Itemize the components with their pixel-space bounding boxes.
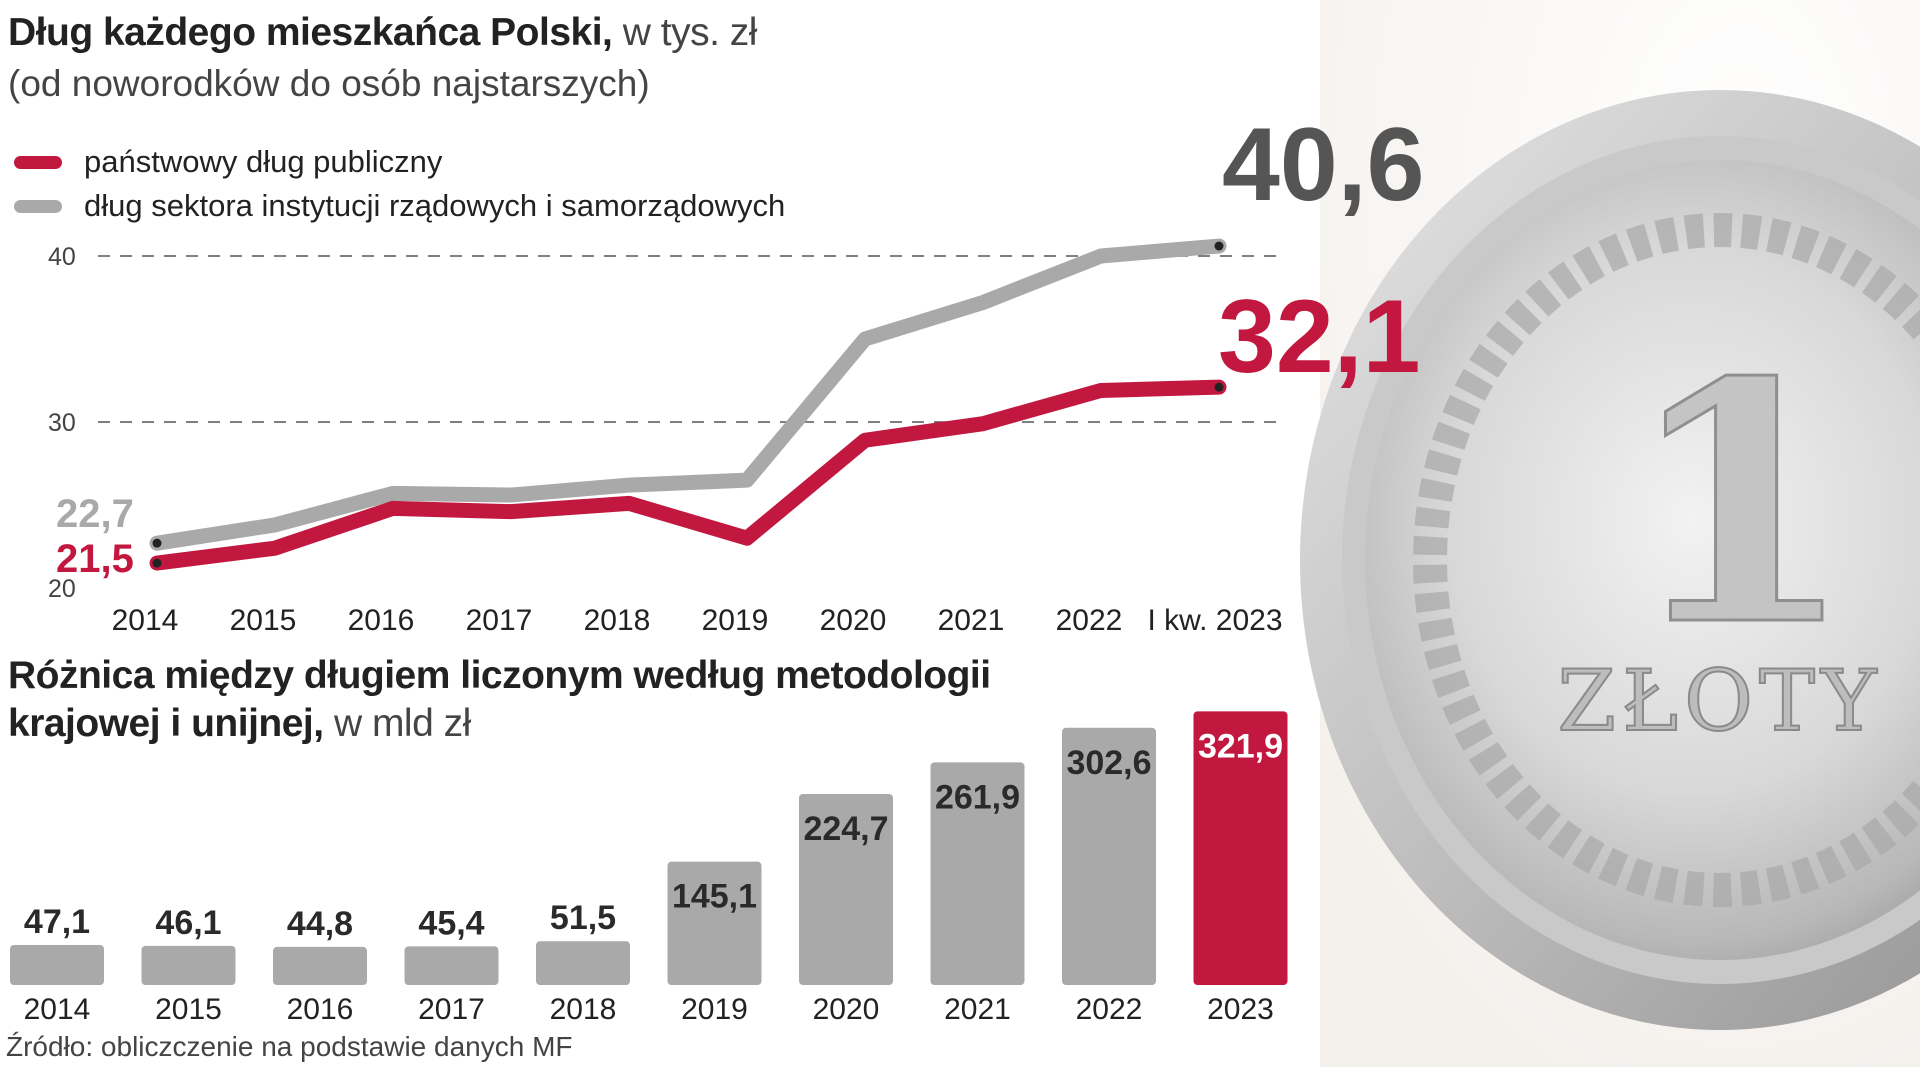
x-tick-label: 2019 — [702, 604, 769, 637]
data-point-marker — [1214, 382, 1224, 392]
end-value-label-gray: 40,6 — [1222, 107, 1424, 223]
coin-wreath — [1413, 213, 1920, 907]
data-point-marker — [152, 558, 162, 568]
x-tick-label: 2020 — [820, 604, 887, 637]
bar — [799, 794, 893, 985]
bar — [273, 946, 367, 985]
coin-lettering: ZŁOTY — [1558, 652, 1883, 750]
legend-label: państwowy dług publiczny — [84, 144, 443, 179]
legend: państwowy dług publiczny dług sektora in… — [14, 140, 785, 228]
y-tick-label: 20 — [48, 575, 76, 603]
bar-category-label: 2017 — [418, 993, 485, 1026]
bar — [404, 946, 499, 985]
title-unit: w tys. zł — [622, 11, 758, 54]
bar-title-bold: krajowej i unijnej, — [8, 702, 324, 745]
bar — [1193, 711, 1288, 985]
line-chart: 20 30 40 2014 2015 2016 2017 2018 2019 2020 2021 20… — [48, 107, 1424, 637]
legend-item-public-debt: państwowy dług publiczny — [14, 140, 785, 184]
y-tick-label: 40 — [48, 243, 76, 271]
start-value-label-red: 21,5 — [56, 537, 134, 581]
page-title: Dług każdego mieszkańca Polski, w tys. z… — [8, 10, 757, 56]
bar — [141, 945, 236, 985]
legend-swatch-gray — [14, 199, 62, 213]
bar-chart-title: Różnica między długiem liczonym według m… — [8, 652, 991, 748]
x-tick-label: 2015 — [230, 604, 297, 637]
bar-chart: 47,1 2014 46,1 2015 44,8 2016 45,4 2017 51,5 2018… — [10, 711, 1288, 1026]
legend-item-government-debt: dług sektora instytucji rządowych i samo… — [14, 184, 785, 228]
x-tick-label: I kw. 2023 — [1147, 604, 1282, 637]
bar-category-label: 2023 — [1207, 993, 1274, 1026]
bar — [930, 762, 1025, 985]
bar-value-label: 47,1 — [24, 903, 90, 941]
bar-value-label: 45,4 — [418, 904, 484, 942]
bar — [10, 944, 104, 985]
y-tick-label: 30 — [48, 409, 76, 437]
bar-title-unit: w mld zł — [333, 702, 471, 745]
x-tick-label: 2014 — [112, 604, 179, 637]
bar-category-label: 2015 — [155, 993, 222, 1026]
title-bold: Dług każdego mieszkańca Polski, — [8, 11, 613, 54]
x-tick-label: 2021 — [938, 604, 1005, 637]
x-tick-label: 2022 — [1056, 604, 1123, 637]
data-point-marker — [152, 538, 162, 548]
bar-value-label: 51,5 — [550, 899, 616, 937]
bar-category-label: 2014 — [24, 993, 91, 1026]
start-value-label-gray: 22,7 — [56, 492, 134, 536]
bar-category-label: 2022 — [1076, 993, 1143, 1026]
end-value-label-red: 32,1 — [1218, 279, 1420, 395]
bar — [536, 941, 630, 985]
bar-category-label: 2018 — [550, 993, 617, 1026]
bar-value-label: 224,7 — [803, 810, 888, 848]
source-note: Źródło: obliczczenie na podstawie danych… — [6, 1031, 573, 1062]
bar-value-label: 302,6 — [1066, 744, 1151, 782]
x-tick-label: 2016 — [348, 604, 415, 637]
coin-numeral: 1 — [1625, 310, 1855, 698]
bar-category-label: 2021 — [944, 993, 1011, 1026]
x-tick-label: 2017 — [466, 604, 533, 637]
data-point-marker — [1214, 241, 1224, 251]
bar-category-label: 2020 — [813, 993, 880, 1026]
bar-value-label: 145,1 — [672, 878, 757, 916]
series-line-public-debt — [149, 379, 1227, 571]
bar-category-label: 2019 — [681, 993, 748, 1026]
bar — [667, 861, 762, 985]
legend-label: dług sektora instytucji rządowych i samo… — [84, 188, 786, 223]
bar-value-label: 46,1 — [155, 904, 221, 942]
x-tick-label: 2018 — [584, 604, 651, 637]
bar-category-label: 2016 — [287, 993, 354, 1026]
bar-title-line-1: Różnica między długiem liczonym według m… — [8, 654, 991, 697]
bar-title-line-2: krajowej i unijnej, w mld zł — [8, 700, 991, 748]
bar-value-label: 261,9 — [935, 778, 1020, 816]
bar-value-label: 44,8 — [287, 905, 353, 943]
bar — [1062, 727, 1156, 985]
legend-swatch-red — [14, 155, 62, 169]
coin-face — [1365, 160, 1920, 960]
bar-value-label: 321,9 — [1198, 727, 1283, 765]
series-line-government-debt — [149, 238, 1227, 551]
coin-illustration: 1 ZŁOTY — [1300, 0, 1920, 1067]
page-subtitle: (od noworodków do osób najstarszych) — [8, 63, 650, 104]
